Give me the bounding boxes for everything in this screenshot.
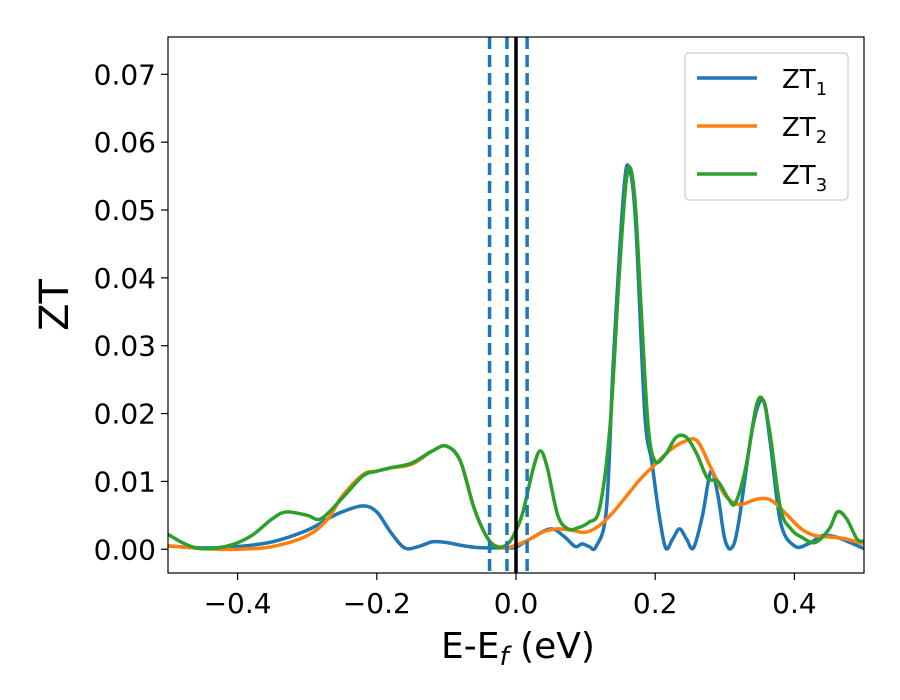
axes: −0.4 −0.2 0.0 0.2 0.4 0.00 0.01 0.02 0.03 0.04 0.0…: [94, 36, 865, 620]
y-tick-label: 0.05: [94, 194, 156, 227]
y-tick-label: 0.02: [94, 398, 156, 431]
x-axis-label: E-Ef (eV): [441, 626, 595, 672]
legend-label-zt3: ZT3: [782, 161, 827, 196]
x-tick-label: 0.2: [633, 587, 678, 620]
plot-area: [168, 37, 864, 573]
legend-label-zt1: ZT1: [782, 65, 827, 100]
y-tick-label: 0.00: [94, 533, 156, 566]
x-tick-label: −0.4: [204, 587, 272, 620]
y-tick-label: 0.01: [94, 465, 156, 498]
series-lines: [168, 163, 864, 552]
x-tick-label: −0.2: [343, 587, 411, 620]
y-tick-label: 0.07: [94, 58, 156, 91]
y-tick-label: 0.06: [94, 126, 156, 159]
y-tick-label: 0.04: [94, 262, 156, 295]
legend-box: [684, 52, 849, 201]
legend: ZT1 ZT2 ZT3: [684, 52, 849, 201]
x-tick-label: 0.0: [494, 587, 539, 620]
x-tick-label: 0.4: [772, 587, 817, 620]
legend-label-zt2: ZT2: [782, 113, 827, 148]
reference-lines: [487, 37, 529, 573]
series-line-zt3: [168, 165, 864, 551]
y-tick-label: 0.03: [94, 330, 156, 363]
y-axis-label: ZT: [32, 279, 78, 331]
